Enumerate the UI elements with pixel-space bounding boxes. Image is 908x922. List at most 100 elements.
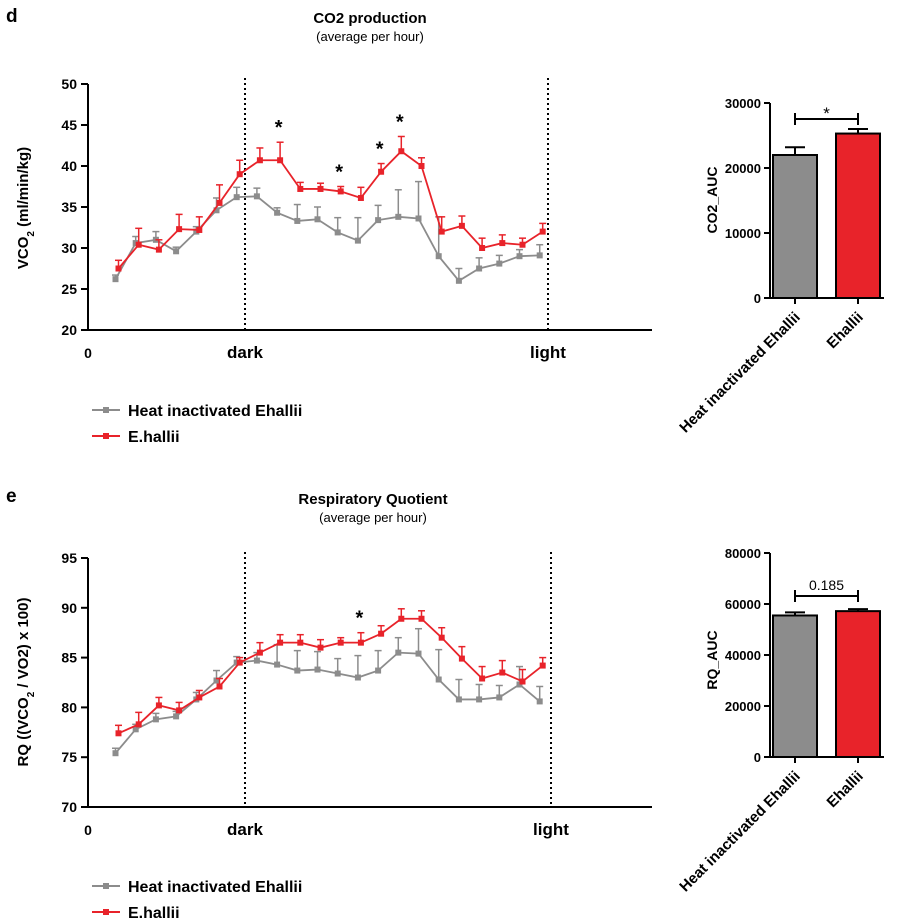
- data-point: [176, 707, 183, 714]
- data-point: [112, 276, 119, 283]
- data-point: [378, 630, 385, 637]
- data-point: [375, 217, 382, 224]
- data-point: [277, 157, 284, 164]
- x-tick-label: light: [530, 343, 566, 362]
- data-point: [297, 639, 304, 646]
- data-point: [479, 245, 486, 251]
- data-point: [375, 667, 382, 674]
- chart-subtitle: (average per hour): [319, 510, 427, 525]
- data-point: [415, 215, 422, 222]
- y-tick-label: 80000: [725, 546, 761, 561]
- data-point: [438, 634, 445, 641]
- y-tick-label: 45: [61, 117, 77, 133]
- data-point: [395, 649, 402, 656]
- y-ticks: 70 75 80 85 90 95: [61, 550, 89, 815]
- y-tick-label: 80: [61, 699, 77, 715]
- data-point: [176, 226, 183, 233]
- data-point: [317, 644, 324, 651]
- data-point: [418, 615, 425, 622]
- data-point: [196, 694, 203, 701]
- data-point: [213, 207, 220, 214]
- legend: Heat inactivated Ehallii E.hallii: [92, 403, 302, 446]
- data-point: [476, 265, 483, 272]
- data-point: [398, 615, 405, 622]
- y-tick-label: 35: [61, 199, 77, 215]
- y-tick-label: 60000: [725, 597, 761, 612]
- data-point: [499, 240, 506, 247]
- x-tick-label: 0: [84, 345, 92, 361]
- data-point: [135, 721, 142, 728]
- data-point: [357, 639, 364, 646]
- data-point: [277, 639, 284, 646]
- data-point: [233, 194, 240, 201]
- data-point: [155, 246, 162, 253]
- series-line: [118, 617, 544, 735]
- legend-label: Heat inactivated Ehallii: [128, 879, 302, 896]
- data-point: [216, 683, 223, 690]
- data-point: [354, 674, 361, 681]
- plot-area: 0 20000 40000 60000 80000 Heat inactivated Eh…: [676, 546, 884, 895]
- legend-label: E.hallii: [128, 429, 180, 446]
- data-point: [173, 248, 180, 255]
- x-tick-label: light: [533, 820, 569, 839]
- data-point: [354, 237, 361, 244]
- bar: [772, 614, 818, 758]
- bar: [772, 154, 818, 299]
- series-line: [117, 150, 544, 270]
- data-point: [476, 696, 483, 703]
- x-tick-label: 0: [84, 822, 92, 838]
- y-axis-label: VCO2 (ml/min/kg): [15, 147, 37, 269]
- data-point: [458, 222, 465, 229]
- y-ticks: 20 25 30 35 40 45 50: [61, 76, 89, 338]
- data-point: [455, 277, 462, 284]
- bar: [835, 132, 881, 299]
- x-tick-label: Ehallii: [824, 768, 867, 811]
- bar: [835, 610, 881, 759]
- data-point: [196, 226, 203, 233]
- data-point: [536, 698, 543, 705]
- y-tick-label: 10000: [725, 226, 761, 241]
- y-tick-label: 85: [61, 650, 77, 666]
- y-tick-label: 70: [61, 799, 77, 815]
- y-tick-label: 20000: [725, 699, 761, 714]
- legend-swatch-marker: [103, 909, 109, 915]
- rq-line-chart: e Respiratory Quotient (average per hour…: [6, 486, 652, 922]
- y-tick-label: 0: [754, 750, 761, 765]
- data-point: [115, 265, 122, 272]
- significance-star: *: [396, 111, 404, 133]
- chart-title: Respiratory Quotient: [298, 491, 447, 508]
- x-tick-label: Heat inactivated Ehallii: [676, 309, 804, 437]
- x-tick-label: Heat inactivated Ehallii: [676, 768, 804, 896]
- plot-area: *: [112, 552, 552, 807]
- y-tick-label: 20000: [725, 161, 761, 176]
- legend-swatch-marker: [103, 883, 109, 889]
- data-point: [398, 148, 405, 155]
- plot-area: 0 10000 20000 30000 Heat inactivated Ehallii…: [676, 96, 884, 436]
- data-point: [415, 650, 422, 657]
- y-tick-label: 90: [61, 600, 77, 616]
- co2-line-chart: d CO2 production (average per hour) VCO2…: [6, 6, 652, 446]
- x-tick-label: dark: [227, 820, 263, 839]
- legend-swatch-marker: [103, 433, 109, 439]
- data-point: [173, 713, 180, 720]
- y-axis-label: RQ_AUC: [704, 630, 720, 689]
- data-point: [294, 217, 301, 224]
- legend-label: Heat inactivated Ehallii: [128, 403, 302, 420]
- data-point: [539, 662, 546, 669]
- y-tick-label: 30000: [725, 96, 761, 111]
- panel-label-d: d: [6, 6, 18, 27]
- y-tick-label: 25: [61, 281, 77, 297]
- panel-label-e: e: [6, 486, 17, 507]
- data-point: [418, 163, 425, 169]
- data-point: [357, 194, 364, 201]
- data-point: [337, 639, 344, 646]
- data-point: [395, 213, 402, 220]
- significance-star: *: [335, 162, 343, 184]
- data-point: [519, 241, 526, 248]
- y-tick-label: 75: [61, 749, 77, 765]
- rq-auc-bar-chart: RQ_AUC 0 20000 40000 60000 80000 Heat inactiv…: [676, 546, 884, 895]
- y-tick-label: 30: [61, 240, 77, 256]
- data-point: [294, 667, 301, 674]
- data-point: [499, 669, 506, 676]
- data-point: [455, 696, 462, 703]
